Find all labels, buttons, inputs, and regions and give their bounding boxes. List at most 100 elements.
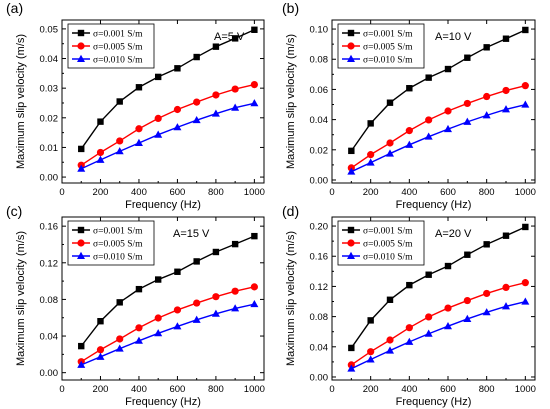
x-tick-label: 600 bbox=[169, 384, 185, 395]
amplitude-annotation: A=20 V bbox=[435, 228, 472, 240]
data-point-0 bbox=[193, 53, 200, 61]
x-tick-label: 400 bbox=[401, 187, 417, 198]
data-point-1 bbox=[444, 304, 452, 312]
x-tick-label: 400 bbox=[401, 384, 417, 395]
data-point-0 bbox=[444, 262, 452, 270]
data-point-0 bbox=[425, 74, 432, 81]
series-line-2 bbox=[351, 103, 526, 173]
y-tick-label: 0.00 bbox=[310, 372, 329, 383]
data-point-2 bbox=[463, 117, 472, 125]
data-point-0 bbox=[251, 232, 258, 240]
data-point-1 bbox=[483, 289, 491, 298]
x-tick-label: 200 bbox=[93, 187, 109, 198]
x-axis-label: Frequency (Hz) bbox=[125, 396, 201, 408]
x-tick-label: 800 bbox=[208, 187, 224, 198]
plot-frame bbox=[61, 216, 265, 381]
data-point-1 bbox=[463, 99, 471, 108]
x-tick-label: 600 bbox=[169, 187, 185, 198]
data-point-2 bbox=[250, 99, 259, 107]
data-point-2 bbox=[521, 100, 530, 108]
data-point-2 bbox=[231, 304, 240, 312]
data-point-0 bbox=[174, 268, 181, 275]
legend-marker-2 bbox=[77, 54, 85, 62]
data-point-0 bbox=[425, 271, 432, 278]
data-point-1 bbox=[405, 324, 413, 332]
legend-marker-0 bbox=[347, 226, 355, 234]
data-point-2 bbox=[482, 111, 491, 119]
data-point-2 bbox=[134, 336, 143, 344]
data-point-1 bbox=[386, 139, 394, 147]
data-point-0 bbox=[483, 44, 490, 51]
legend-label-2: σ=0.010 S/m bbox=[93, 56, 143, 66]
data-point-1 bbox=[250, 81, 258, 89]
y-tick-label: 0.02 bbox=[40, 113, 59, 124]
data-point-0 bbox=[386, 296, 394, 303]
panel-label: (a) bbox=[6, 0, 23, 16]
y-tick-label: 0.20 bbox=[310, 222, 329, 233]
y-axis-label: Maximum slip velocity (m/s) bbox=[285, 34, 297, 169]
x-tick-label: 800 bbox=[208, 384, 224, 395]
data-point-1 bbox=[386, 336, 394, 344]
data-point-0 bbox=[174, 65, 181, 72]
data-point-2 bbox=[502, 105, 510, 113]
y-tick-label: 0.08 bbox=[310, 55, 329, 66]
data-point-2 bbox=[211, 109, 220, 117]
data-point-0 bbox=[522, 223, 529, 231]
data-point-0 bbox=[522, 26, 529, 34]
data-point-2 bbox=[424, 132, 433, 140]
x-tick-label: 0 bbox=[59, 384, 64, 395]
series-line-1 bbox=[80, 286, 255, 363]
data-point-0 bbox=[464, 54, 471, 61]
legend-marker-1 bbox=[77, 239, 85, 247]
data-point-0 bbox=[154, 73, 162, 81]
data-point-2 bbox=[502, 302, 510, 310]
data-point-0 bbox=[406, 281, 413, 289]
data-point-0 bbox=[135, 84, 143, 91]
data-point-1 bbox=[135, 324, 143, 332]
legend-marker-1 bbox=[347, 42, 355, 50]
legend-marker-1 bbox=[347, 239, 355, 247]
data-point-2 bbox=[424, 329, 433, 337]
chart-panel-3: 0 200 400 600 800 1000 0.00 0.04 0.08 0.12 0.16 0.2… bbox=[282, 203, 536, 408]
series-line-2 bbox=[80, 303, 255, 366]
data-point-2 bbox=[211, 309, 220, 317]
panel-label: (c) bbox=[6, 203, 22, 219]
series-line-1 bbox=[350, 281, 526, 366]
data-point-2 bbox=[521, 297, 530, 305]
x-axis-label: Frequency (Hz) bbox=[396, 396, 472, 408]
data-point-1 bbox=[425, 313, 433, 321]
y-tick-label: 0.16 bbox=[310, 252, 329, 263]
data-point-2 bbox=[77, 360, 86, 368]
data-point-1 bbox=[154, 314, 162, 322]
x-tick-label: 200 bbox=[93, 384, 109, 395]
x-tick-label: 600 bbox=[440, 384, 456, 395]
y-tick-label: 0.06 bbox=[310, 85, 329, 96]
data-point-0 bbox=[78, 145, 85, 153]
y-tick-label: 0.04 bbox=[310, 115, 329, 126]
data-point-0 bbox=[231, 35, 239, 42]
data-point-0 bbox=[367, 317, 374, 324]
series-line-1 bbox=[350, 84, 526, 169]
chart-panel-1: 0 200 400 600 800 1000 0.00 0.02 0.04 0.06 0.08 0.1… bbox=[282, 0, 536, 211]
data-point-2 bbox=[115, 344, 124, 352]
data-point-0 bbox=[97, 318, 104, 325]
y-axis-label: Maximum slip velocity (m/s) bbox=[285, 231, 297, 366]
legend-label-1: σ=0.005 S/m bbox=[363, 43, 413, 53]
data-point-0 bbox=[464, 251, 471, 258]
legend-marker-2 bbox=[347, 54, 355, 62]
data-point-1 bbox=[135, 125, 143, 133]
data-point-2 bbox=[386, 149, 394, 157]
y-tick-label: 0.10 bbox=[310, 25, 329, 36]
x-tick-label: 0 bbox=[329, 187, 334, 198]
data-point-2 bbox=[231, 103, 240, 111]
data-point-1 bbox=[212, 293, 220, 301]
series-line-0 bbox=[80, 29, 255, 150]
data-point-1 bbox=[502, 283, 510, 292]
x-tick-label: 0 bbox=[329, 384, 334, 395]
data-point-1 bbox=[231, 287, 239, 295]
series-line-2 bbox=[80, 102, 255, 170]
legend-label-2: σ=0.010 S/m bbox=[93, 253, 143, 263]
y-tick-label: 0.04 bbox=[310, 342, 329, 353]
data-point-2 bbox=[173, 322, 182, 330]
data-point-1 bbox=[193, 98, 201, 106]
